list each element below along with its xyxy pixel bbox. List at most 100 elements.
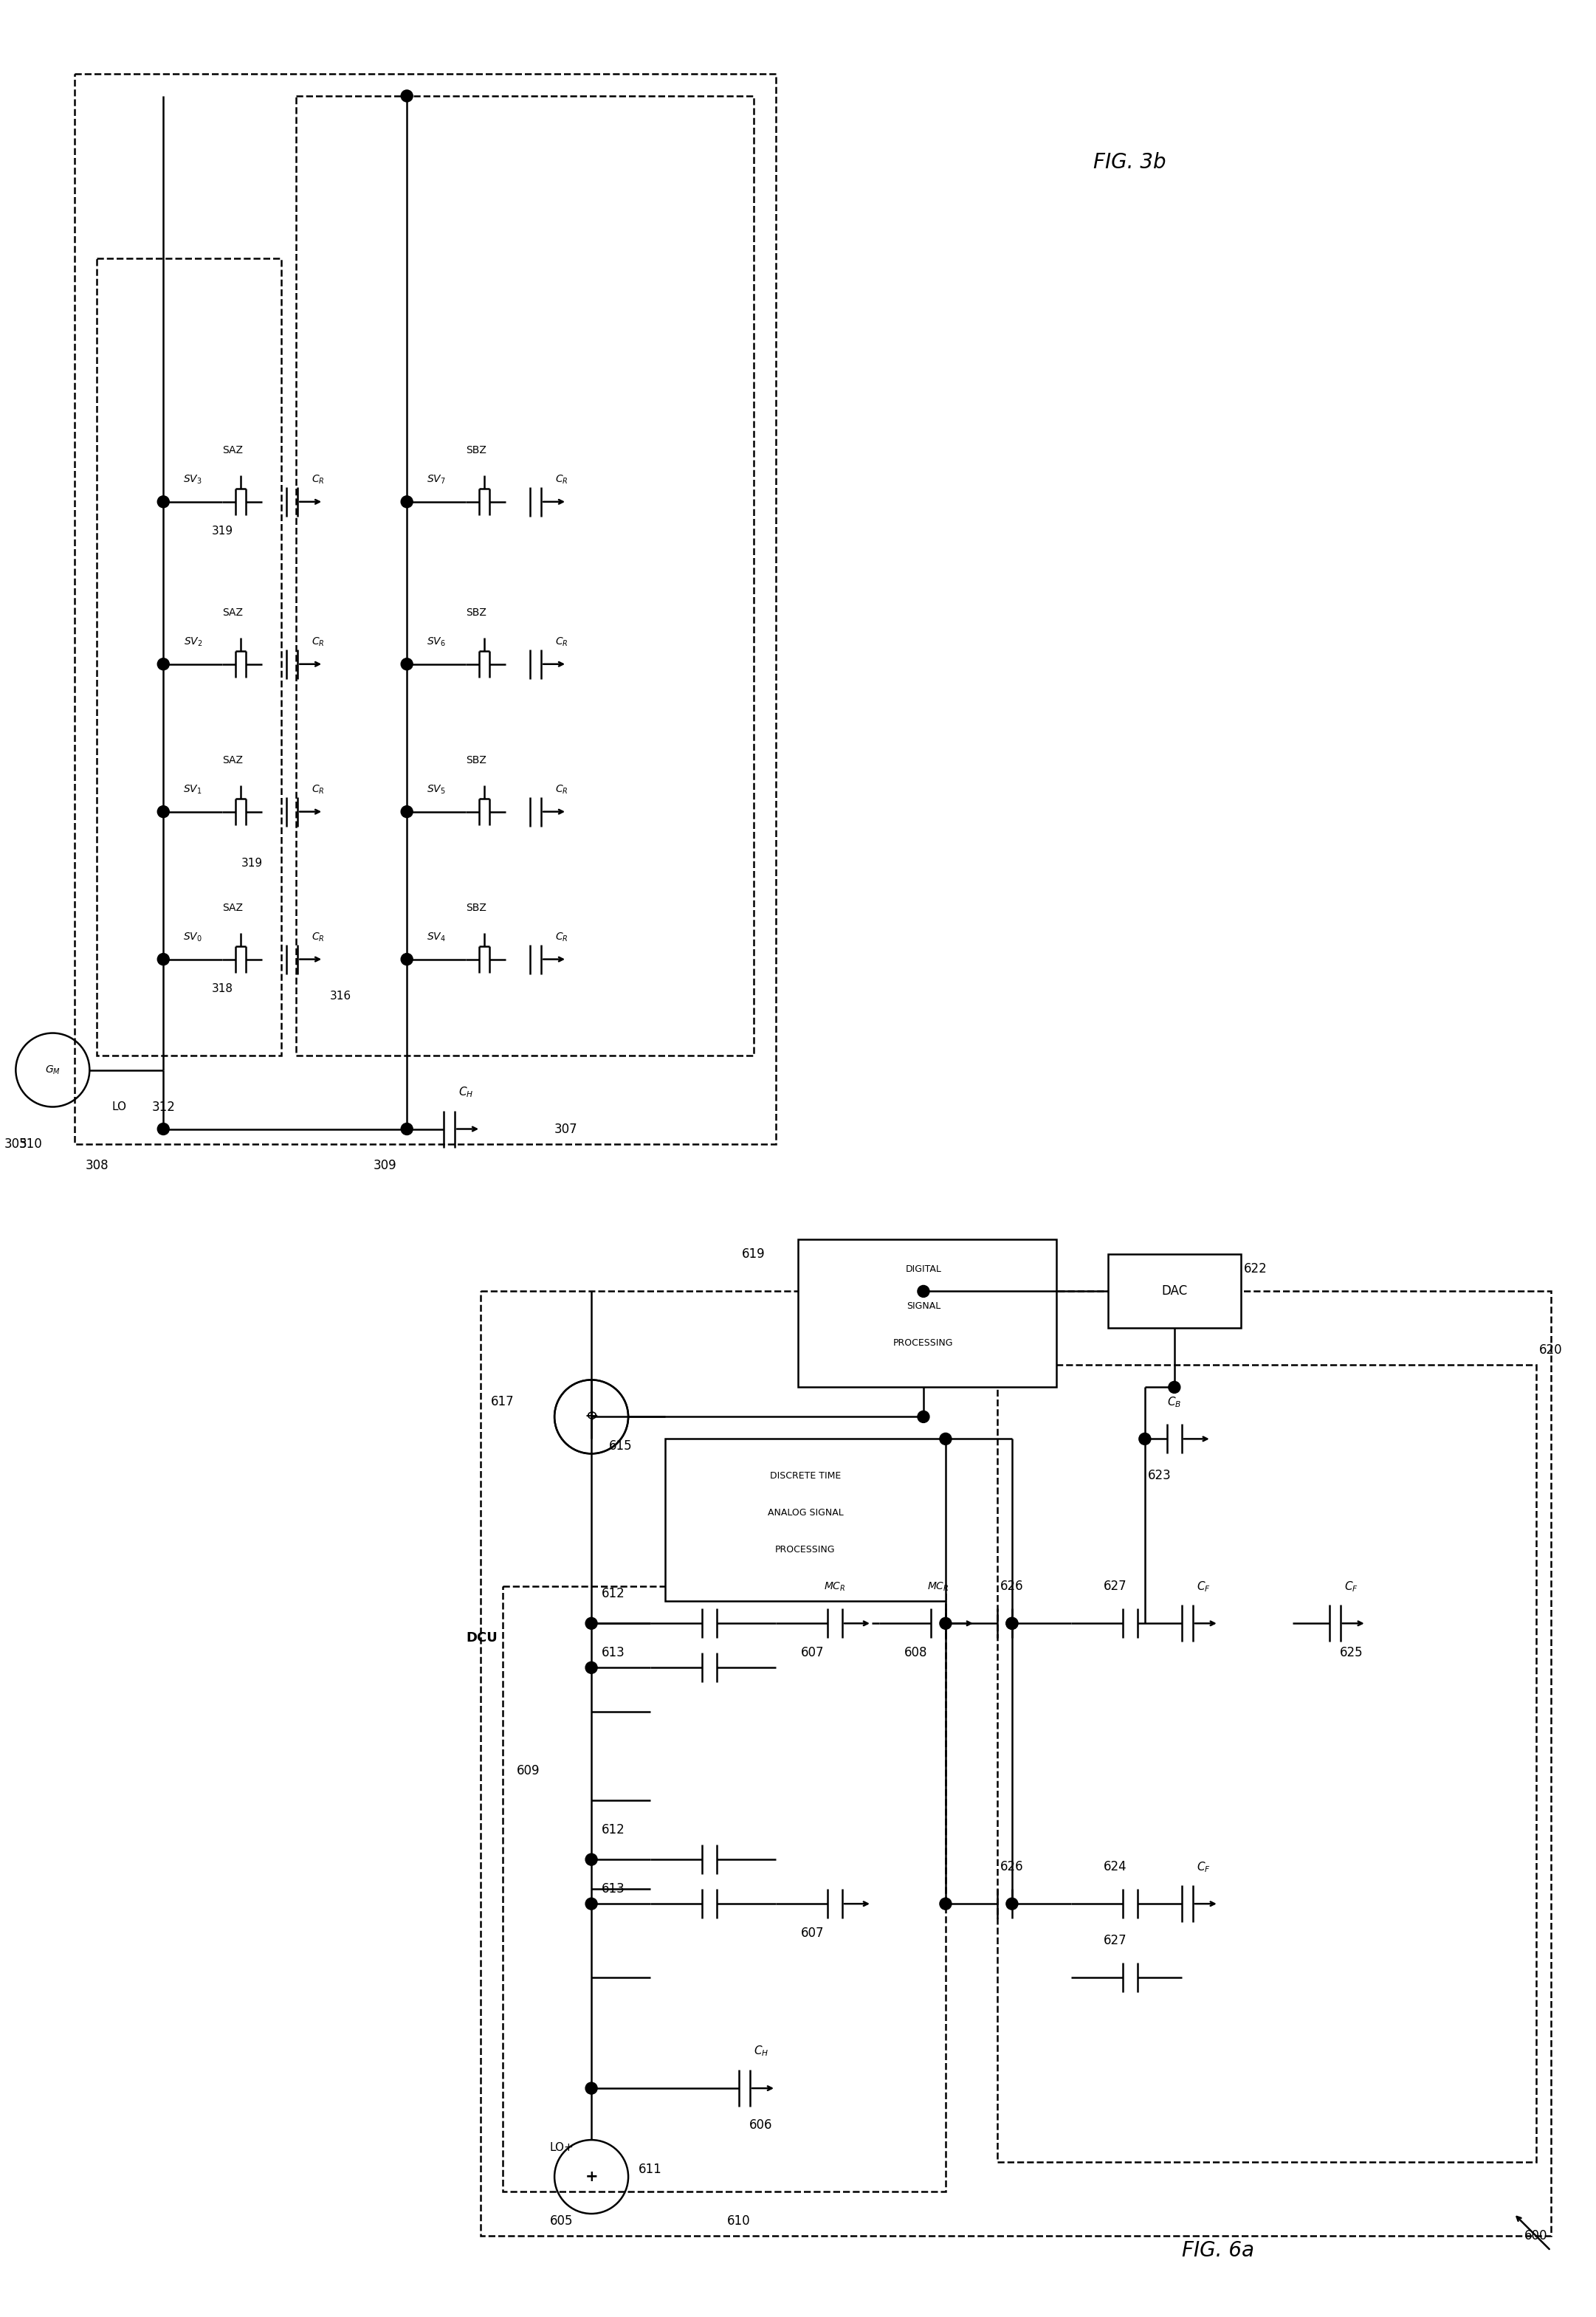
Circle shape — [1005, 1617, 1018, 1629]
Text: 611: 611 — [638, 2162, 662, 2176]
Circle shape — [158, 658, 169, 670]
Circle shape — [586, 2083, 597, 2095]
Circle shape — [1005, 1617, 1018, 1629]
Text: 307: 307 — [554, 1121, 578, 1135]
Circle shape — [158, 806, 169, 818]
Text: 627: 627 — [1104, 1580, 1127, 1594]
Bar — [998, 1365, 1535, 2162]
Text: 319: 319 — [241, 857, 263, 869]
Text: 305: 305 — [5, 1138, 27, 1149]
Text: LO: LO — [112, 1101, 126, 1112]
Text: 318: 318 — [212, 982, 233, 994]
Text: 316: 316 — [330, 992, 351, 1001]
Circle shape — [158, 496, 169, 507]
Text: 310: 310 — [19, 1138, 41, 1149]
Text: SAZ: SAZ — [222, 901, 243, 913]
Circle shape — [586, 1617, 597, 1629]
Text: $SV_2$: $SV_2$ — [184, 635, 203, 649]
Text: PROCESSING: PROCESSING — [776, 1545, 835, 1555]
Bar — [798, 1240, 1057, 1388]
Text: 622: 622 — [1243, 1263, 1267, 1277]
Text: 319: 319 — [212, 526, 233, 538]
Text: $C_R$: $C_R$ — [311, 473, 326, 487]
Text: $C_F$: $C_F$ — [1197, 1580, 1211, 1594]
Text: $SV_3$: $SV_3$ — [184, 473, 203, 487]
Circle shape — [1168, 1381, 1181, 1393]
Text: $C_R$: $C_R$ — [555, 931, 568, 943]
Text: 609: 609 — [517, 1763, 539, 1777]
Text: $C_R$: $C_R$ — [555, 783, 568, 795]
Text: $C_R$: $C_R$ — [311, 931, 326, 943]
Text: $C_R$: $C_R$ — [311, 635, 326, 649]
Bar — [75, 74, 776, 1145]
Bar — [1108, 1253, 1240, 1328]
Text: SBZ: SBZ — [466, 445, 487, 454]
Text: SBZ: SBZ — [466, 755, 487, 765]
Circle shape — [158, 952, 169, 966]
Text: 612: 612 — [602, 1823, 626, 1837]
Circle shape — [918, 1286, 929, 1298]
Text: $C_R$: $C_R$ — [555, 635, 568, 649]
Text: SAZ: SAZ — [222, 755, 243, 765]
Text: $G_M$: $G_M$ — [45, 1064, 61, 1075]
Circle shape — [401, 496, 413, 507]
Text: 624: 624 — [1104, 1861, 1127, 1874]
Circle shape — [1140, 1432, 1151, 1446]
Text: 626: 626 — [1001, 1580, 1023, 1594]
Circle shape — [586, 1661, 597, 1673]
Text: $SV_4$: $SV_4$ — [426, 931, 445, 943]
Circle shape — [586, 1854, 597, 1865]
Text: FIG. 6a: FIG. 6a — [1181, 2241, 1254, 2261]
Text: 612: 612 — [602, 1587, 626, 1601]
Text: 607: 607 — [801, 1928, 825, 1939]
Text: DISCRETE TIME: DISCRETE TIME — [769, 1471, 841, 1481]
Text: $C_H$: $C_H$ — [753, 2044, 769, 2057]
Text: ÷: ÷ — [584, 1409, 598, 1425]
Circle shape — [918, 1411, 929, 1423]
Text: 623: 623 — [1148, 1469, 1171, 1483]
Text: 309: 309 — [373, 1158, 396, 1172]
Text: $C_B$: $C_B$ — [1167, 1395, 1181, 1409]
Text: FIG. 3b: FIG. 3b — [1093, 153, 1167, 174]
Circle shape — [940, 1432, 951, 1446]
Text: $C_H$: $C_H$ — [458, 1084, 474, 1098]
Text: $C_R$: $C_R$ — [311, 783, 326, 795]
Circle shape — [940, 1898, 951, 1909]
Text: 617: 617 — [492, 1395, 514, 1409]
Text: $SV_6$: $SV_6$ — [426, 635, 445, 649]
Bar — [480, 1291, 1551, 2236]
Text: 600: 600 — [1524, 2229, 1548, 2243]
Text: $C_R$: $C_R$ — [555, 473, 568, 487]
Text: +: + — [584, 2169, 598, 2185]
Text: 615: 615 — [610, 1439, 632, 1453]
Text: $C_F$: $C_F$ — [1197, 1861, 1211, 1874]
Circle shape — [586, 1898, 597, 1909]
Text: DIGITAL: DIGITAL — [905, 1265, 942, 1274]
Text: 626: 626 — [1001, 1861, 1023, 1874]
Circle shape — [401, 90, 413, 102]
Circle shape — [401, 952, 413, 966]
Text: SBZ: SBZ — [466, 607, 487, 619]
Text: $SV_0$: $SV_0$ — [184, 931, 203, 943]
Text: 625: 625 — [1339, 1647, 1363, 1659]
Text: 607: 607 — [801, 1647, 825, 1659]
Text: 620: 620 — [1539, 1344, 1562, 1358]
Text: DCU: DCU — [466, 1631, 498, 1645]
Text: 312: 312 — [152, 1101, 176, 1114]
Text: $SV_1$: $SV_1$ — [184, 783, 203, 795]
Text: 606: 606 — [750, 2118, 772, 2132]
Text: 627: 627 — [1104, 1935, 1127, 1946]
Text: DAC: DAC — [1162, 1284, 1187, 1298]
Text: SAZ: SAZ — [222, 445, 243, 454]
Text: 605: 605 — [551, 2215, 573, 2227]
Text: 308: 308 — [85, 1158, 109, 1172]
Text: SBZ: SBZ — [466, 901, 487, 913]
Text: SIGNAL: SIGNAL — [907, 1302, 940, 1311]
Text: PROCESSING: PROCESSING — [894, 1339, 953, 1348]
Circle shape — [401, 658, 413, 670]
Text: $SV_7$: $SV_7$ — [426, 473, 445, 487]
Circle shape — [401, 806, 413, 818]
Text: $SV_5$: $SV_5$ — [426, 783, 445, 795]
Text: $MC_R$: $MC_R$ — [927, 1580, 950, 1592]
Text: $Φ$: $Φ$ — [586, 1411, 597, 1423]
